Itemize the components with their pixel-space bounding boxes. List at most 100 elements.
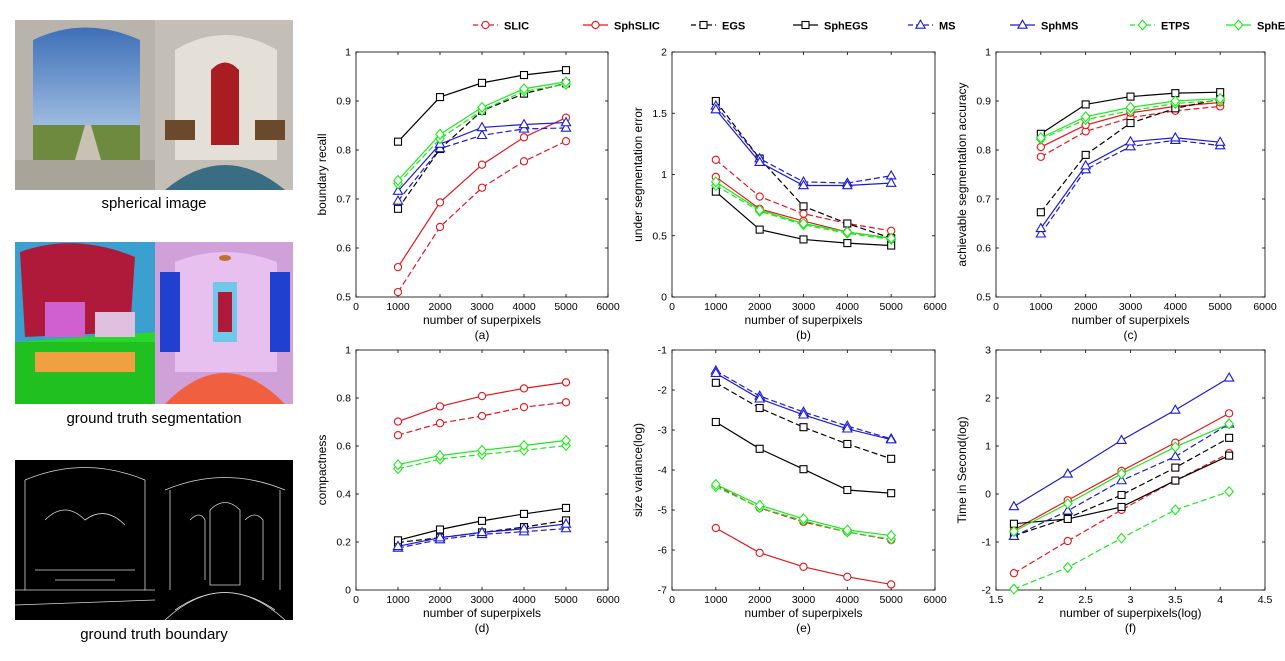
image-caption-boundary: ground truth boundary — [80, 626, 228, 643]
legend-entry-sphms: SphMS — [1010, 19, 1078, 33]
data-point — [798, 513, 809, 525]
data-point — [842, 226, 853, 238]
y-axis-label: achievable segmentation accuracy — [955, 82, 969, 266]
data-point — [1169, 131, 1181, 142]
x-tick-label: 1000 — [1029, 301, 1053, 313]
data-point — [1009, 525, 1019, 538]
series-sphetps — [710, 478, 897, 542]
y-tick-label: 0.9 — [336, 96, 351, 108]
y-tick-label: 1 — [661, 169, 667, 181]
data-point — [799, 202, 808, 211]
legend-label: SphEGS — [824, 21, 868, 33]
x-tick-label: 0 — [669, 594, 675, 606]
chart-panel-4: 0 1000 2000 3000 4000 5000 6000 -7 -6 -5 -4 -3 -2 -1 n… — [631, 345, 947, 636]
panel-label: (d) — [475, 621, 490, 635]
legend-label: SphETPS — [1257, 21, 1285, 33]
data-point — [1115, 434, 1128, 444]
x-tick-label: 4.5 — [1258, 594, 1273, 606]
data-point — [711, 155, 720, 164]
y-tick-label: 0.6 — [976, 243, 991, 255]
series-line — [715, 105, 892, 184]
y-tick-label: 0.6 — [336, 441, 351, 453]
panel-label: (f) — [1125, 621, 1136, 635]
x-tick-label: 4000 — [1164, 301, 1188, 313]
data-point — [1117, 502, 1126, 512]
panel-label: (b) — [796, 328, 811, 342]
data-point — [519, 83, 529, 95]
data-point — [477, 101, 487, 114]
data-point — [1036, 152, 1045, 162]
x-tick-label: 3000 — [792, 301, 816, 313]
legend-entry-ms: MS — [908, 19, 956, 33]
x-tick-label: 3000 — [792, 594, 816, 606]
series-line — [1040, 105, 1221, 158]
series-sphms — [392, 116, 572, 195]
data-point — [476, 121, 488, 132]
x-tick-label: 2.5 — [1078, 594, 1093, 606]
data-point — [711, 523, 720, 533]
y-tick-label: 1 — [345, 47, 351, 59]
legend-entry-sphslic: SphSLIC — [583, 21, 660, 33]
data-point — [477, 183, 487, 192]
legend-label: SLIC — [504, 21, 529, 33]
data-point — [754, 499, 765, 511]
y-tick-label: 0 — [985, 489, 991, 501]
x-tick-label: 3.5 — [1168, 594, 1183, 606]
plot-frame — [355, 51, 609, 298]
series-line — [715, 486, 892, 540]
legend-label: MS — [939, 21, 956, 33]
x-tick-label: 5000 — [554, 301, 578, 313]
data-point — [1214, 136, 1226, 146]
series-slic — [393, 137, 571, 297]
series-egs — [711, 378, 896, 463]
data-point — [843, 439, 852, 449]
data-point — [561, 66, 571, 75]
data-point — [477, 411, 487, 421]
legend-marker-square — [801, 20, 810, 30]
series-etps — [1009, 485, 1235, 595]
x-tick-label: 4000 — [512, 594, 536, 606]
data-point — [843, 239, 852, 248]
series-line — [397, 117, 567, 268]
y-tick-label: 0 — [661, 292, 667, 304]
data-point — [842, 524, 853, 536]
series-slic — [393, 398, 571, 440]
data-point — [435, 198, 445, 207]
x-tick-label: 6000 — [923, 301, 947, 313]
data-point — [561, 398, 571, 407]
data-point — [561, 76, 571, 88]
y-tick-label: 2 — [661, 47, 667, 59]
data-point — [393, 459, 403, 471]
data-point — [755, 548, 764, 557]
data-point — [1215, 92, 1226, 105]
y-axis-label: size variance(log) — [631, 423, 645, 517]
data-point — [476, 129, 488, 140]
y-tick-label: -4 — [658, 465, 667, 477]
data-point — [392, 540, 404, 551]
series-sphms — [710, 103, 897, 190]
data-point — [435, 128, 445, 140]
legend-label: SphMS — [1041, 21, 1078, 33]
x-tick-label: 1000 — [386, 594, 410, 606]
y-tick-label: 0.2 — [336, 537, 351, 549]
plot-frame — [671, 51, 936, 298]
data-point — [393, 137, 403, 146]
data-point — [393, 417, 403, 426]
data-point — [799, 423, 808, 432]
legend-label: EGS — [722, 21, 745, 33]
series-line — [715, 185, 892, 241]
y-tick-label: 0.8 — [336, 393, 351, 405]
data-point — [434, 531, 446, 542]
data-point — [1124, 140, 1137, 151]
data-point — [799, 235, 808, 244]
data-point — [710, 103, 722, 114]
chart-panel-3: 0 1000 2000 3000 4000 5000 6000 0 0.2 0.4 0.6 0.8 1 n… — [315, 345, 620, 636]
spherical-image — [15, 20, 293, 190]
x-tick-label: 4000 — [512, 301, 536, 313]
y-tick-label: 0.4 — [336, 489, 351, 501]
x-tick-label: 6000 — [596, 301, 620, 313]
y-tick-label: 0.5 — [976, 292, 991, 304]
data-point — [1171, 476, 1180, 485]
